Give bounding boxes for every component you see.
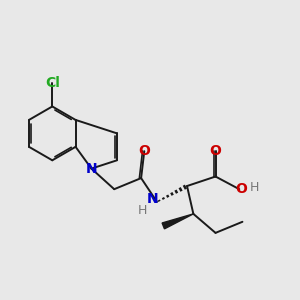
- Text: O: O: [235, 182, 247, 196]
- Text: N: N: [85, 162, 97, 176]
- Text: H: H: [250, 181, 259, 194]
- Text: O: O: [138, 144, 150, 158]
- Text: O: O: [210, 144, 221, 158]
- Text: Cl: Cl: [45, 76, 60, 90]
- Text: H: H: [138, 204, 147, 217]
- Text: N: N: [146, 192, 158, 206]
- Polygon shape: [162, 214, 194, 229]
